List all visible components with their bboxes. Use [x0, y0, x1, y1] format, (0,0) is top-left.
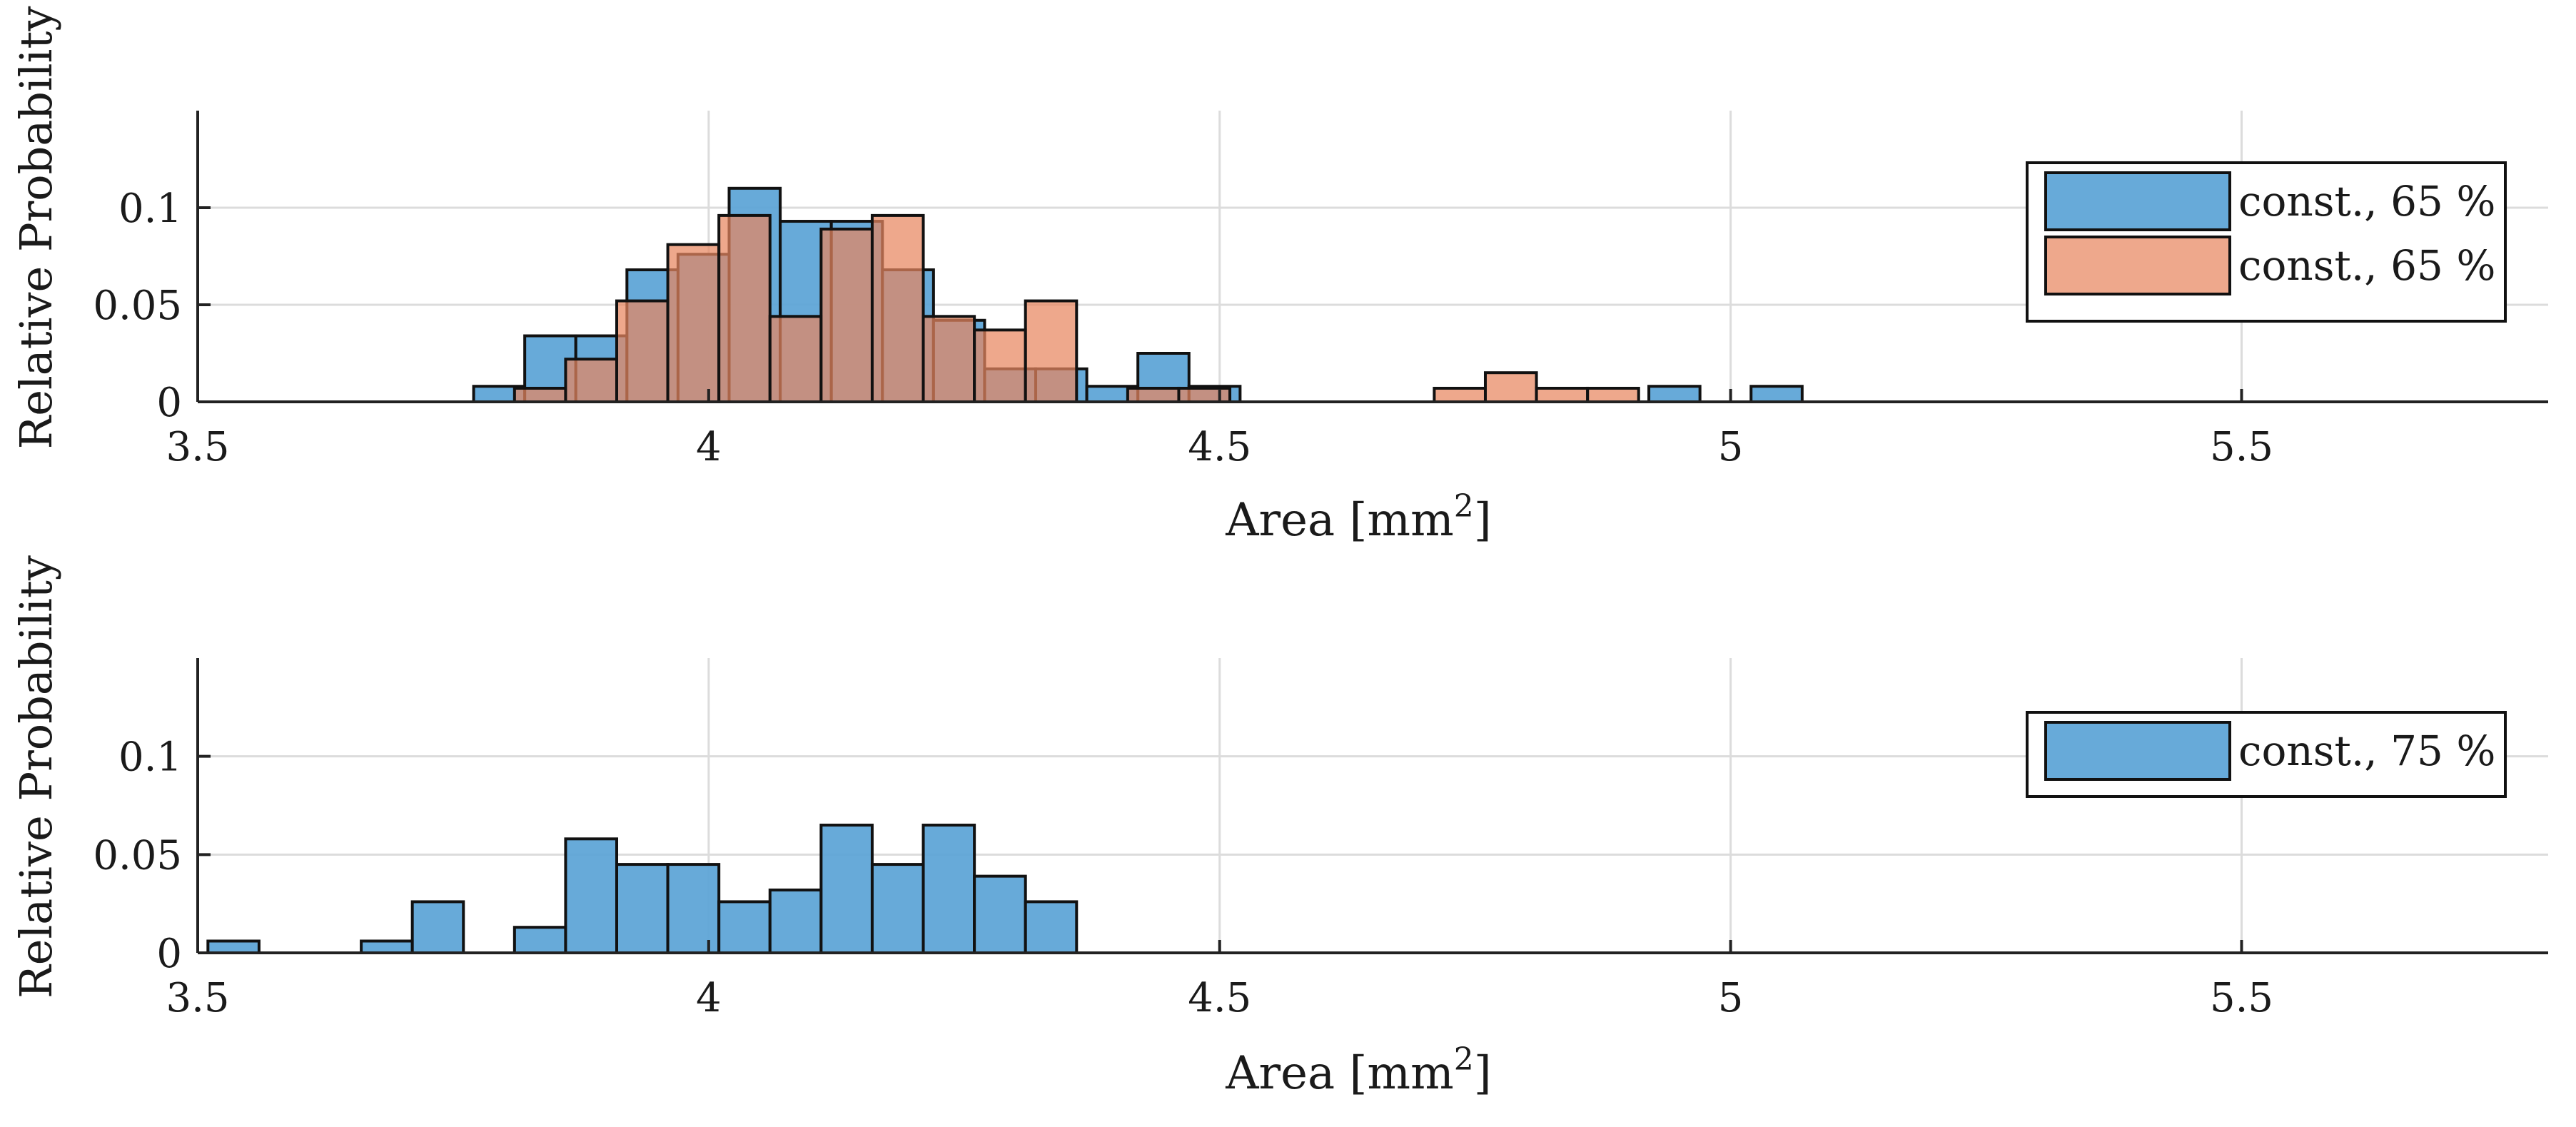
histogram-bar — [410, 900, 465, 954]
legend: const., 75 % — [2026, 711, 2507, 798]
legend-swatch — [2044, 721, 2231, 781]
legend-swatch — [2044, 171, 2231, 231]
histogram-bar — [819, 227, 874, 404]
y-tick-label: 0 — [156, 931, 182, 977]
series-1 — [206, 824, 1079, 954]
y-tick-label: 0.05 — [93, 283, 182, 329]
histogram-bar — [1647, 385, 1702, 403]
y-axis-label: Relative Probability — [10, 6, 62, 450]
histogram-bar — [1433, 386, 1487, 404]
y-tick-label: 0.1 — [118, 186, 182, 232]
histogram-bar — [1024, 299, 1079, 403]
histogram-bar — [819, 824, 874, 954]
x-tick-label: 5.5 — [2210, 975, 2273, 1021]
y-tick-label: 0.1 — [118, 734, 182, 781]
histogram-bar — [615, 299, 670, 403]
x-axis-label-superscript: 2 — [1454, 488, 1474, 525]
histogram-bar — [512, 386, 567, 404]
histogram-bar — [1483, 371, 1538, 404]
x-tick-label: 3.5 — [166, 424, 229, 470]
x-tick-label: 4.5 — [1188, 975, 1251, 1021]
chart-panel-2: 3.5 4 4.5 5 5.5 0 0.05 0.1 Area [mm2] Relative Pr… — [10, 555, 2548, 1100]
legend-swatch — [2044, 236, 2231, 295]
histogram-bar — [564, 837, 619, 954]
histogram-bar — [768, 315, 823, 404]
y-tick-label: 0 — [156, 380, 182, 426]
x-axis-label-superscript: 2 — [1454, 1041, 1474, 1078]
histogram-bar — [1024, 900, 1079, 954]
histogram-bar — [1535, 386, 1590, 404]
histogram-bar — [870, 863, 925, 954]
series-2 — [512, 213, 1640, 404]
histogram-bar — [615, 863, 670, 954]
chart-panel-1: 3.5 4 4.5 5 5.5 0 0.05 0.1 Area [mm2] Relative Pr… — [10, 6, 2548, 547]
legend-label: const., 65 % — [2238, 177, 2496, 226]
legend-label: const., 75 % — [2238, 727, 2496, 775]
histogram-bar — [564, 358, 619, 404]
histogram-bar — [973, 874, 1027, 954]
histogram-bar — [206, 939, 261, 954]
histogram-bar — [666, 243, 721, 403]
x-axis-label-text: Area [mm — [1225, 494, 1454, 547]
x-tick-label: 5 — [1718, 424, 1744, 470]
histogram-bar — [870, 213, 925, 403]
histogram-bar — [717, 900, 772, 954]
x-tick-label: 5 — [1718, 975, 1744, 1021]
x-axis-label: Area [mm2] — [1225, 488, 1492, 547]
histogram-bar — [1126, 386, 1181, 404]
x-tick-label: 4 — [696, 975, 722, 1021]
x-tick-label: 3.5 — [166, 975, 229, 1021]
histogram-bar — [1177, 386, 1232, 404]
x-tick-label: 4.5 — [1188, 424, 1251, 470]
x-axis-label: Area [mm2] — [1225, 1041, 1492, 1100]
histogram-bar — [1586, 386, 1640, 404]
x-tick-label: 5.5 — [2210, 424, 2273, 470]
y-tick-label: 0.05 — [93, 832, 182, 879]
histogram-bar — [1749, 385, 1804, 403]
histogram-bar — [512, 926, 567, 954]
x-tick-label: 4 — [696, 424, 722, 470]
histogram-bar — [973, 328, 1027, 403]
x-axis-label-close: ] — [1474, 494, 1492, 547]
histogram-bar — [360, 939, 414, 954]
histogram-bar — [921, 824, 976, 954]
y-axis-label: Relative Probability — [10, 555, 62, 999]
x-axis-label-text: Area [mm — [1225, 1047, 1454, 1100]
histogram-bar — [666, 863, 721, 954]
x-axis-label-close: ] — [1474, 1047, 1492, 1100]
histogram-bar — [717, 213, 772, 403]
legend-label: const., 65 % — [2238, 241, 2496, 290]
histogram-bar — [768, 888, 823, 954]
histogram-bar — [921, 315, 976, 404]
legend: const., 65 % const., 65 % — [2026, 161, 2507, 323]
